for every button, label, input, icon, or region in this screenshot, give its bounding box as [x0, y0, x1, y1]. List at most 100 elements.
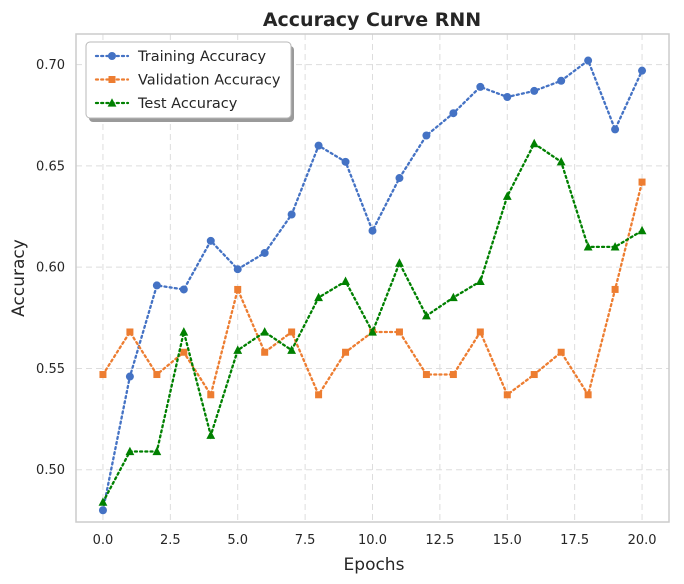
data-point [395, 174, 404, 183]
data-point [207, 391, 215, 399]
x-tick-label: 10.0 [358, 533, 387, 548]
y-tick-label: 0.55 [36, 362, 65, 377]
data-point [557, 348, 565, 356]
legend-label: Validation Accuracy [138, 73, 281, 89]
data-point [584, 56, 593, 65]
data-point [234, 285, 242, 293]
y-axis-label: Accuracy [9, 239, 29, 317]
legend: Training Accuracy Validation Accuracy Test… [85, 41, 294, 122]
data-point [342, 348, 350, 356]
data-point [288, 328, 296, 336]
legend-label: Test Accuracy [137, 96, 238, 112]
x-tick-label: 2.5 [160, 533, 181, 548]
legend-marker [107, 98, 117, 107]
data-point [206, 430, 216, 439]
data-point [98, 506, 107, 515]
x-tick-label: 0.0 [93, 533, 114, 548]
data-point [422, 131, 431, 140]
legend-entry: Validation Accuracy [94, 73, 281, 89]
data-point [152, 446, 162, 456]
data-point [179, 285, 188, 294]
data-point [314, 141, 323, 150]
data-point [557, 76, 566, 85]
data-point [287, 345, 297, 354]
legend-box [85, 41, 292, 119]
series-layer [98, 56, 647, 515]
data-point [126, 328, 134, 336]
data-point [395, 328, 403, 336]
data-point [179, 327, 189, 336]
y-tick-label: 0.65 [36, 159, 65, 174]
data-point [422, 371, 430, 379]
y-tick-label: 0.60 [36, 261, 65, 276]
series-validation-accuracy [99, 178, 646, 399]
data-point [180, 348, 188, 356]
data-point [503, 391, 511, 399]
data-point [449, 109, 458, 118]
data-point [638, 178, 646, 186]
data-point [260, 327, 270, 336]
data-point [529, 138, 539, 148]
data-point [610, 242, 620, 251]
y-axis-ticks: 0.50 0.55 0.60 0.65 0.70 [36, 58, 65, 478]
data-point [448, 292, 458, 302]
data-point [152, 281, 161, 290]
data-point [476, 82, 485, 91]
x-tick-label: 20.0 [628, 533, 657, 548]
data-point [287, 210, 296, 219]
x-tick-label: 15.0 [493, 533, 522, 548]
x-tick-label: 12.5 [425, 533, 454, 548]
data-point [261, 348, 269, 356]
data-point [584, 391, 592, 399]
x-axis-label: Epochs [344, 555, 405, 575]
data-point [368, 327, 377, 336]
data-point [98, 497, 108, 506]
data-point [476, 328, 484, 336]
data-point [341, 157, 350, 166]
data-point [502, 191, 512, 200]
x-tick-label: 7.5 [295, 533, 316, 548]
data-point [314, 292, 323, 302]
data-point [475, 276, 485, 285]
series-line [101, 180, 644, 398]
series-training-accuracy [98, 56, 647, 515]
legend-label: Training Accuracy [137, 49, 266, 65]
data-point [233, 265, 242, 274]
data-point [395, 258, 404, 267]
data-point [153, 371, 161, 379]
legend-entry: Test Accuracy [94, 96, 238, 112]
x-tick-label: 5.0 [227, 533, 248, 548]
data-point [611, 125, 620, 134]
data-point [530, 371, 538, 379]
x-tick-label: 17.5 [560, 533, 589, 548]
series-test-accuracy [98, 138, 647, 506]
data-point [260, 248, 269, 257]
legend-marker [108, 76, 116, 83]
data-point [449, 371, 457, 379]
x-axis-ticks: 0.0 2.5 5.0 7.5 10.0 12.5 15.0 17.5 20.0 [93, 533, 657, 548]
data-point [233, 345, 243, 354]
data-point [530, 86, 539, 95]
data-point [341, 276, 350, 285]
data-point [99, 371, 107, 379]
data-point [583, 242, 593, 251]
legend-entry: Training Accuracy [94, 49, 266, 65]
plot-frame [75, 33, 670, 523]
legend-items: Training Accuracy Validation Accuracy Test… [94, 49, 281, 112]
data-point [503, 93, 512, 102]
chart-title: Accuracy Curve RNN [263, 9, 481, 31]
data-point [637, 225, 647, 235]
data-point [556, 157, 566, 166]
y-tick-label: 0.70 [36, 58, 65, 73]
data-point [125, 372, 134, 381]
data-point [368, 226, 377, 235]
data-point [611, 285, 619, 293]
y-tick-label: 0.50 [36, 463, 65, 478]
data-point [422, 310, 431, 320]
data-point [206, 236, 215, 245]
data-point [315, 391, 323, 399]
data-point [638, 66, 647, 75]
data-point [125, 446, 135, 456]
legend-marker [108, 52, 116, 60]
